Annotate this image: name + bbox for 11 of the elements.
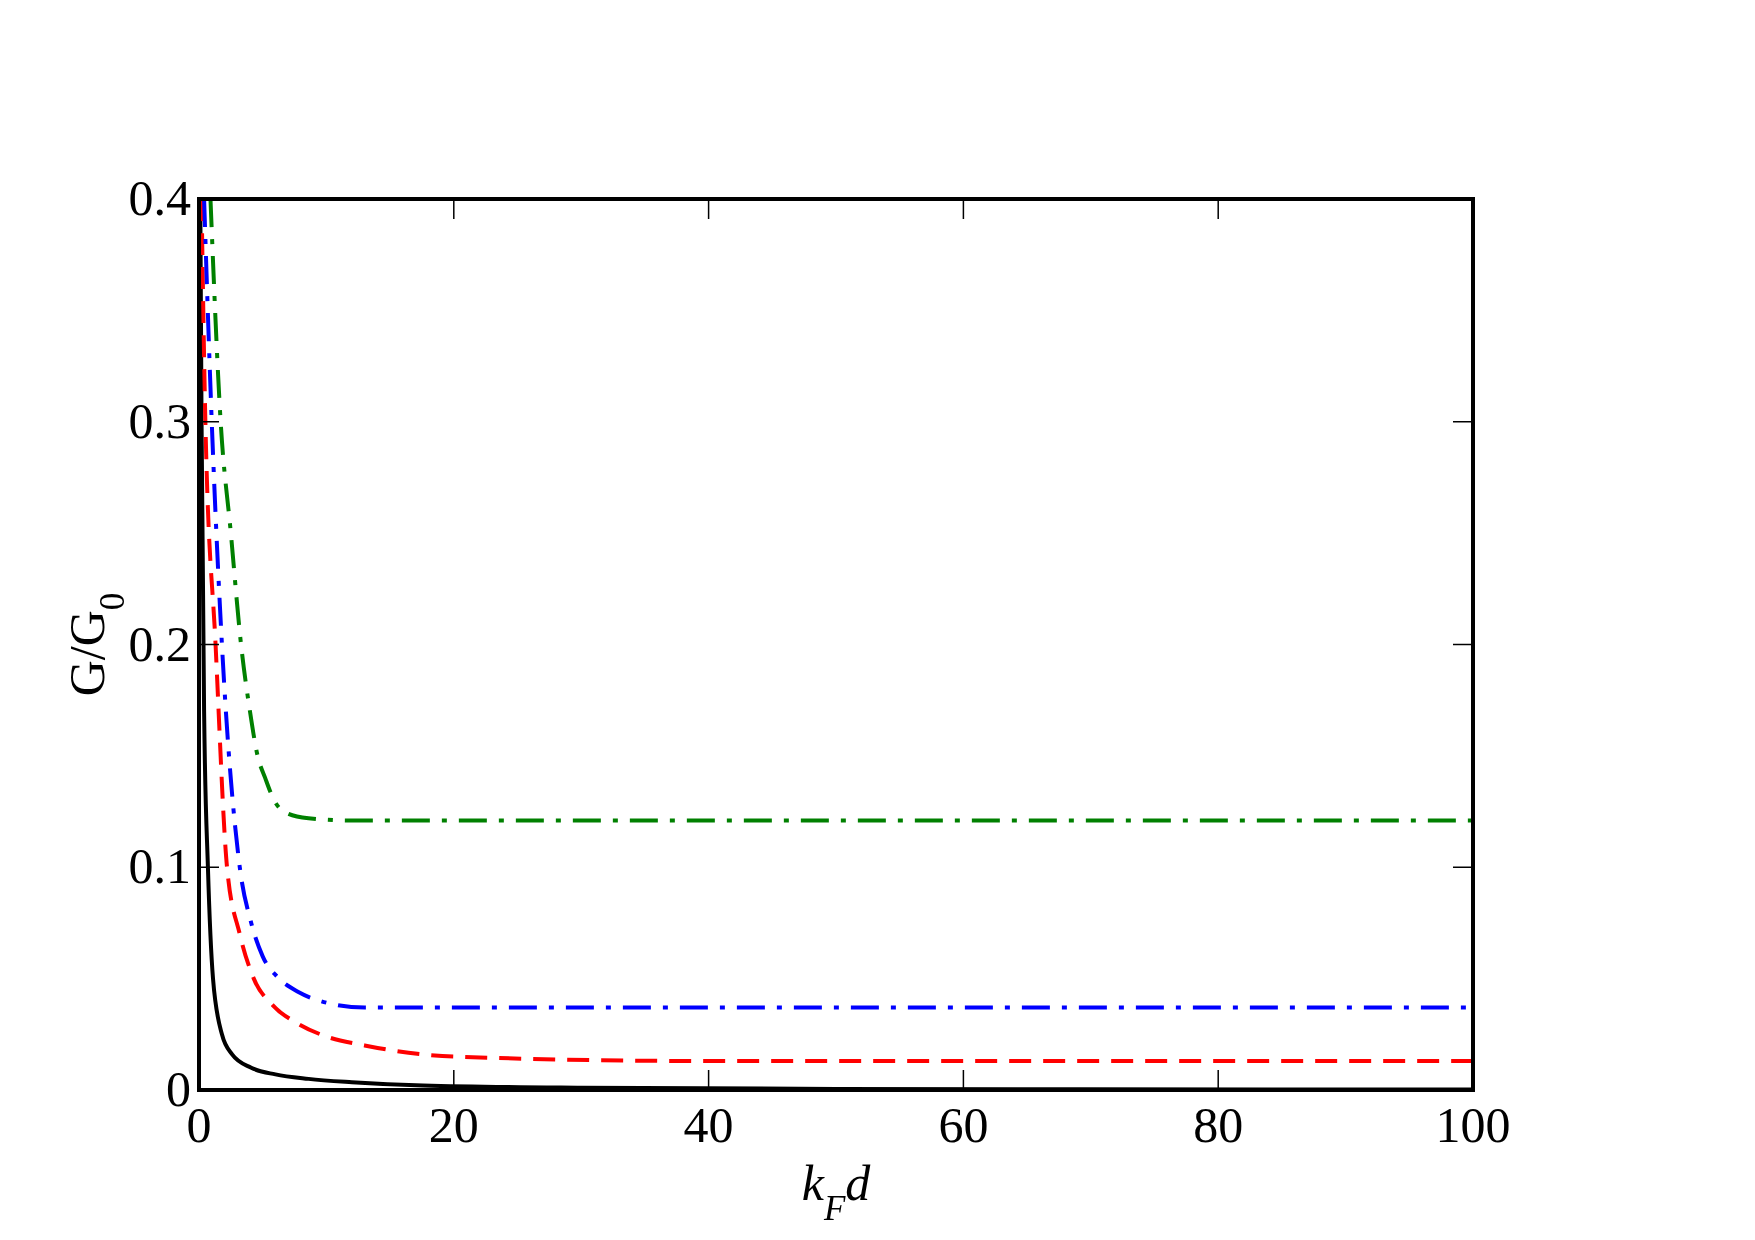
x-tick-label: 100 — [1435, 1097, 1511, 1153]
x-tick-label: 60 — [938, 1097, 989, 1153]
x-tick-label: 80 — [1193, 1097, 1244, 1153]
y-tick-label: 0.4 — [128, 170, 191, 226]
x-tick-label: 40 — [683, 1097, 734, 1153]
x-axis-title: k$_{F}$d — [801, 1155, 872, 1228]
x-tick-label: 20 — [428, 1097, 479, 1153]
y-tick-label: 0.2 — [128, 615, 191, 672]
line-series — [208, 199, 1473, 823]
y-tick-label: 0.1 — [128, 838, 191, 895]
y-tick-label: 0.3 — [128, 392, 191, 449]
